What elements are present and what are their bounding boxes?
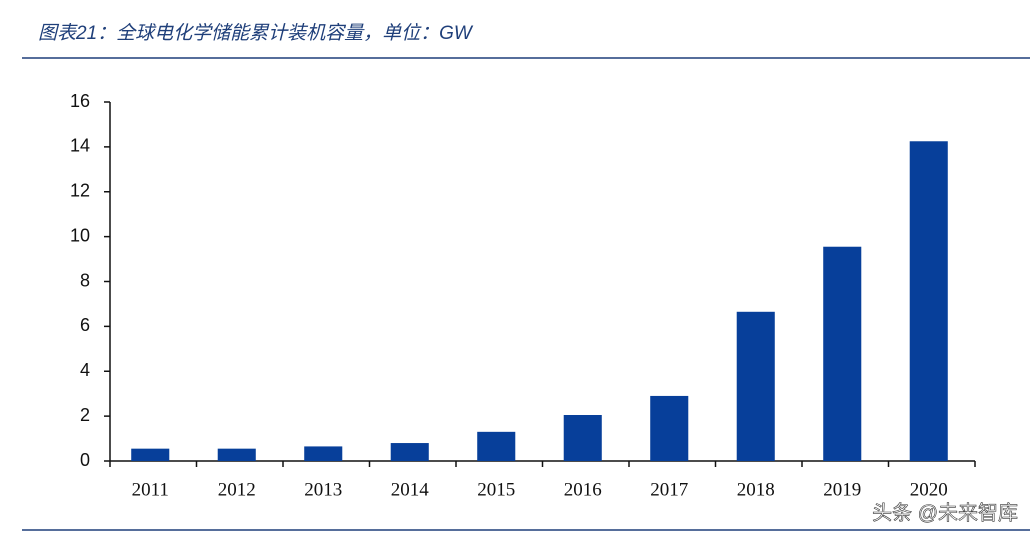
bar: [563, 415, 602, 461]
y-tick-label: 10: [70, 225, 90, 245]
bar: [823, 246, 862, 461]
x-tick-label: 2012: [218, 479, 256, 500]
bar: [304, 446, 343, 461]
chart-title: 图表21：全球电化学储能累计装机容量，单位：GW: [38, 22, 474, 44]
y-tick-label: 14: [70, 136, 90, 156]
y-tick-label: 12: [70, 181, 90, 201]
bar: [650, 395, 689, 461]
x-tick-label: 2013: [304, 479, 342, 500]
x-tick-label: 2018: [737, 479, 775, 500]
x-tick-label: 2011: [132, 479, 169, 500]
bar: [390, 443, 429, 461]
y-tick-label: 4: [80, 360, 90, 380]
x-tick-label: 2015: [477, 479, 515, 500]
watermark: 头条 @未来智库: [872, 501, 1018, 524]
y-tick-label: 16: [70, 91, 90, 111]
y-tick-label: 8: [80, 270, 90, 290]
bar: [736, 311, 775, 461]
bar: [217, 448, 256, 461]
bar: [131, 448, 170, 461]
x-tick-label: 2020: [910, 479, 948, 500]
y-tick-label: 0: [80, 450, 90, 470]
bar: [909, 141, 948, 461]
bar: [477, 431, 516, 461]
y-tick-label: 6: [80, 315, 90, 335]
x-tick-label: 2017: [650, 479, 688, 500]
x-tick-label: 2019: [823, 479, 861, 500]
y-tick-label: 2: [80, 405, 90, 425]
x-tick-label: 2016: [564, 479, 602, 500]
x-tick-label: 2014: [391, 479, 430, 500]
